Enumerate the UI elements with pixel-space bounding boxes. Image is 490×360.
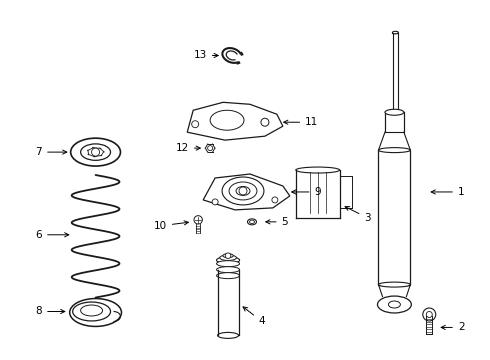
- Circle shape: [225, 253, 231, 258]
- Ellipse shape: [210, 110, 244, 130]
- Ellipse shape: [389, 301, 400, 308]
- Circle shape: [192, 121, 198, 128]
- Ellipse shape: [217, 257, 240, 264]
- Circle shape: [239, 187, 247, 195]
- Circle shape: [272, 197, 278, 203]
- Circle shape: [208, 146, 213, 150]
- Ellipse shape: [385, 109, 404, 115]
- Ellipse shape: [217, 261, 240, 267]
- Ellipse shape: [71, 138, 121, 166]
- Text: 9: 9: [292, 187, 321, 197]
- Text: 2: 2: [441, 323, 465, 332]
- Ellipse shape: [378, 282, 410, 287]
- Circle shape: [423, 308, 436, 321]
- Circle shape: [92, 148, 99, 156]
- Polygon shape: [203, 174, 290, 210]
- Circle shape: [261, 118, 269, 126]
- Text: 5: 5: [266, 217, 288, 227]
- Text: 7: 7: [35, 147, 67, 157]
- Ellipse shape: [296, 167, 340, 173]
- Ellipse shape: [218, 332, 239, 338]
- Ellipse shape: [217, 267, 240, 273]
- Bar: [339, 176, 350, 208]
- Bar: [385, 112, 404, 132]
- Ellipse shape: [223, 254, 233, 258]
- Text: 6: 6: [35, 230, 69, 240]
- Ellipse shape: [229, 182, 257, 200]
- Circle shape: [212, 199, 218, 205]
- Text: 1: 1: [431, 187, 465, 197]
- Ellipse shape: [247, 219, 256, 225]
- Text: 11: 11: [284, 117, 318, 127]
- Bar: [378, 150, 410, 285]
- Text: 12: 12: [175, 143, 200, 153]
- Text: 4: 4: [243, 307, 265, 327]
- Ellipse shape: [81, 305, 102, 316]
- Text: 3: 3: [345, 207, 371, 223]
- Text: 10: 10: [154, 221, 188, 231]
- Ellipse shape: [236, 186, 250, 195]
- Ellipse shape: [81, 144, 111, 160]
- Text: 8: 8: [35, 306, 65, 316]
- Ellipse shape: [392, 31, 398, 34]
- Ellipse shape: [73, 302, 111, 321]
- Ellipse shape: [217, 273, 240, 279]
- Circle shape: [426, 311, 432, 318]
- Text: 13: 13: [194, 50, 218, 60]
- Polygon shape: [187, 102, 283, 140]
- Ellipse shape: [220, 255, 237, 260]
- Ellipse shape: [377, 296, 412, 313]
- Ellipse shape: [378, 148, 410, 153]
- Circle shape: [194, 216, 202, 224]
- Ellipse shape: [70, 298, 122, 327]
- Ellipse shape: [222, 177, 264, 205]
- Ellipse shape: [249, 220, 254, 224]
